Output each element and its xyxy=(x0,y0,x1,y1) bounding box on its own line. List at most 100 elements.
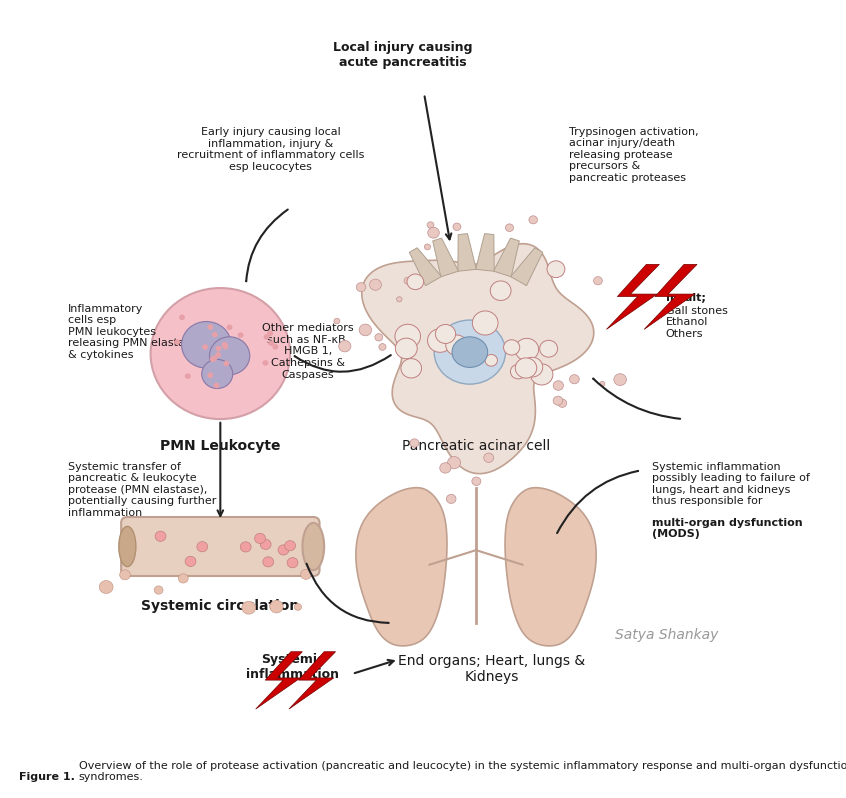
Circle shape xyxy=(278,545,288,555)
Text: Systemic transfer of
pancreatic & leukocyte
protease (PMN elastase),
potentially: Systemic transfer of pancreatic & leukoc… xyxy=(68,461,216,518)
Circle shape xyxy=(569,374,580,384)
FancyArrowPatch shape xyxy=(593,379,680,419)
Text: Gall stones
Ethanol
Others: Gall stones Ethanol Others xyxy=(666,306,728,339)
Circle shape xyxy=(267,330,273,336)
Circle shape xyxy=(212,332,217,338)
Text: Other mediators
such as NF-κB,
HMGB 1,
Cathepsins &
Caspases: Other mediators such as NF-κB, HMGB 1, C… xyxy=(262,323,354,380)
Text: Overview of the role of protease activation (pancreatic and leucocyte) in the sy: Overview of the role of protease activat… xyxy=(79,760,846,783)
Circle shape xyxy=(510,365,526,379)
Text: Figure 1.: Figure 1. xyxy=(19,772,74,783)
FancyArrowPatch shape xyxy=(246,210,288,281)
Circle shape xyxy=(300,569,311,579)
Polygon shape xyxy=(409,248,442,286)
Circle shape xyxy=(185,556,196,567)
Text: Local injury causing
acute pancreatitis: Local injury causing acute pancreatitis xyxy=(332,41,472,69)
Polygon shape xyxy=(505,488,596,646)
Circle shape xyxy=(540,340,558,358)
Circle shape xyxy=(436,325,456,343)
Circle shape xyxy=(216,346,222,351)
Text: Systemic
inflammation: Systemic inflammation xyxy=(246,653,339,681)
Polygon shape xyxy=(458,234,476,271)
Circle shape xyxy=(491,281,511,301)
Circle shape xyxy=(547,261,565,278)
Circle shape xyxy=(272,344,278,350)
Text: Satya Shankay: Satya Shankay xyxy=(616,628,719,642)
Text: Systemic inflammation
possibly leading to failure of
lungs, heart and kidneys
th: Systemic inflammation possibly leading t… xyxy=(652,461,810,518)
Circle shape xyxy=(515,358,536,378)
Polygon shape xyxy=(356,488,447,646)
Circle shape xyxy=(223,361,229,366)
Circle shape xyxy=(370,279,382,290)
Circle shape xyxy=(356,282,365,291)
Circle shape xyxy=(263,557,273,567)
Circle shape xyxy=(155,531,166,541)
Text: PMN Leukocyte: PMN Leukocyte xyxy=(160,439,281,453)
Circle shape xyxy=(505,224,514,231)
Circle shape xyxy=(410,439,419,447)
Ellipse shape xyxy=(452,337,487,367)
Circle shape xyxy=(379,344,386,350)
Circle shape xyxy=(440,463,451,473)
Ellipse shape xyxy=(303,523,324,571)
Circle shape xyxy=(151,288,290,419)
Circle shape xyxy=(222,344,228,350)
Circle shape xyxy=(179,574,188,583)
Circle shape xyxy=(522,358,543,377)
Circle shape xyxy=(600,381,605,386)
Ellipse shape xyxy=(118,527,136,567)
Circle shape xyxy=(447,495,456,504)
FancyArrowPatch shape xyxy=(294,355,391,372)
Circle shape xyxy=(264,334,270,340)
Circle shape xyxy=(503,340,519,355)
Circle shape xyxy=(294,603,301,610)
Circle shape xyxy=(375,334,382,341)
Circle shape xyxy=(238,332,244,338)
Circle shape xyxy=(529,215,537,224)
Circle shape xyxy=(614,373,626,385)
Circle shape xyxy=(268,340,274,346)
Circle shape xyxy=(485,354,497,366)
Polygon shape xyxy=(289,652,336,709)
FancyArrowPatch shape xyxy=(557,471,638,533)
Circle shape xyxy=(227,325,233,330)
Text: multi-organ dysfunction
(MODS): multi-organ dysfunction (MODS) xyxy=(652,518,803,539)
Circle shape xyxy=(553,396,563,405)
Circle shape xyxy=(428,227,439,238)
Circle shape xyxy=(99,580,113,594)
Circle shape xyxy=(553,381,563,390)
Text: Inflammatory
cells esp
PMN leukocytes
releasing PMN elastase
& cytokines: Inflammatory cells esp PMN leukocytes re… xyxy=(68,303,197,360)
Circle shape xyxy=(182,322,231,368)
Circle shape xyxy=(334,318,340,324)
FancyArrowPatch shape xyxy=(306,563,388,623)
Circle shape xyxy=(484,453,494,462)
Polygon shape xyxy=(362,243,594,474)
Circle shape xyxy=(594,277,602,285)
Circle shape xyxy=(453,223,461,231)
Polygon shape xyxy=(511,248,543,286)
Circle shape xyxy=(242,601,255,614)
Polygon shape xyxy=(255,652,302,709)
FancyBboxPatch shape xyxy=(121,517,320,576)
Circle shape xyxy=(360,324,371,336)
Circle shape xyxy=(427,329,453,352)
Polygon shape xyxy=(475,234,494,271)
Circle shape xyxy=(154,586,163,595)
Circle shape xyxy=(261,539,271,550)
Circle shape xyxy=(407,274,424,290)
Circle shape xyxy=(240,542,251,552)
Polygon shape xyxy=(432,238,459,277)
Circle shape xyxy=(287,558,298,567)
Circle shape xyxy=(262,360,268,365)
Ellipse shape xyxy=(434,320,505,384)
Text: End organs; Heart, lungs &
Kidneys: End organs; Heart, lungs & Kidneys xyxy=(398,654,585,684)
Circle shape xyxy=(210,357,216,362)
Circle shape xyxy=(215,352,221,358)
Circle shape xyxy=(395,324,420,348)
Polygon shape xyxy=(644,264,697,330)
Circle shape xyxy=(197,542,208,551)
Circle shape xyxy=(119,570,130,580)
Polygon shape xyxy=(607,264,659,330)
Circle shape xyxy=(472,311,498,335)
Circle shape xyxy=(270,600,283,613)
Circle shape xyxy=(515,338,539,361)
